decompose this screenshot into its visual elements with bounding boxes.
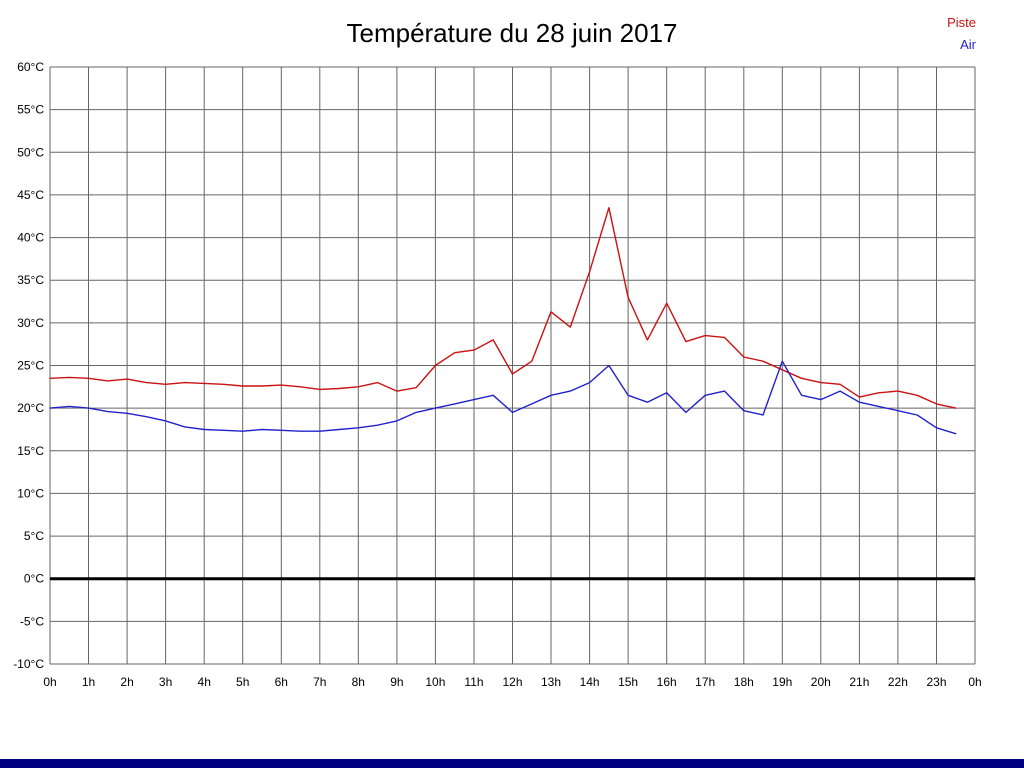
x-axis-labels: 0h 1h 2h 3h 4h 5h 6h 7h 8h 9h 10h 11h 12h 13h 14h 15h 16… bbox=[43, 675, 981, 689]
x-tick-label: 7h bbox=[313, 675, 326, 689]
x-tick-label: 0h bbox=[968, 675, 981, 689]
x-tick-label: 11h bbox=[464, 675, 483, 689]
x-tick-label: 6h bbox=[275, 675, 288, 689]
y-tick-label: 40°C bbox=[17, 231, 44, 245]
y-tick-label: 30°C bbox=[17, 316, 44, 330]
y-tick-label: 20°C bbox=[17, 401, 44, 415]
y-tick-label: 35°C bbox=[17, 273, 44, 287]
x-tick-label: 19h bbox=[772, 675, 792, 689]
y-tick-label: 50°C bbox=[17, 145, 44, 159]
y-tick-label: 55°C bbox=[17, 103, 44, 117]
piste-series-line bbox=[49, 206, 957, 409]
chart-title: Température du 28 juin 2017 bbox=[346, 18, 678, 48]
x-tick-label: 1h bbox=[82, 675, 95, 689]
y-tick-label: -5°C bbox=[20, 614, 44, 628]
x-tick-label: 16h bbox=[657, 675, 677, 689]
y-tick-label: 0°C bbox=[24, 572, 44, 586]
x-tick-label: 18h bbox=[734, 675, 754, 689]
x-tick-label: 20h bbox=[811, 675, 831, 689]
bottom-bar bbox=[0, 759, 1024, 768]
y-tick-label: 15°C bbox=[17, 444, 44, 458]
x-tick-label: 9h bbox=[390, 675, 403, 689]
y-tick-label: 60°C bbox=[17, 60, 44, 74]
y-tick-label: 45°C bbox=[17, 188, 44, 202]
y-tick-label: 25°C bbox=[17, 359, 44, 373]
y-tick-label: -10°C bbox=[13, 657, 44, 671]
x-tick-label: 8h bbox=[352, 675, 365, 689]
y-tick-label: 5°C bbox=[24, 529, 44, 543]
x-tick-label: 14h bbox=[580, 675, 600, 689]
x-tick-label: 22h bbox=[888, 675, 908, 689]
grid-lines bbox=[49, 66, 976, 665]
air-series-line bbox=[49, 360, 957, 435]
x-tick-label: 21h bbox=[849, 675, 869, 689]
x-tick-label: 12h bbox=[502, 675, 522, 689]
x-tick-label: 4h bbox=[198, 675, 211, 689]
x-tick-label: 5h bbox=[236, 675, 249, 689]
x-tick-label: 15h bbox=[618, 675, 638, 689]
legend-item-piste: Piste bbox=[947, 15, 976, 30]
legend-item-air: Air bbox=[960, 37, 976, 52]
x-tick-label: 13h bbox=[541, 675, 561, 689]
y-tick-label: 10°C bbox=[17, 486, 44, 500]
x-tick-label: 3h bbox=[159, 675, 172, 689]
x-tick-label: 10h bbox=[425, 675, 445, 689]
y-axis-labels: -10°C -5°C 0°C 5°C 10°C 15°C 20°C 25°C 30°C 35°C 4… bbox=[13, 60, 44, 671]
legend: Piste Air bbox=[947, 12, 976, 56]
x-tick-label: 23h bbox=[926, 675, 946, 689]
x-tick-label: 0h bbox=[43, 675, 56, 689]
x-tick-label: 2h bbox=[120, 675, 133, 689]
x-tick-label: 17h bbox=[695, 675, 715, 689]
